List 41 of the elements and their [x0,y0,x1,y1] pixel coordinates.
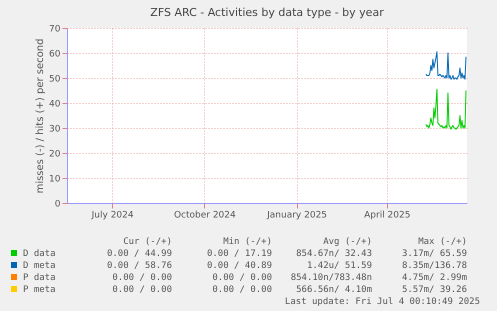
y-tick-label: 20 [49,150,61,160]
legend-label: P meta [23,285,56,295]
legend-label: D meta [23,261,56,271]
text: 0.00 / 0.00 [112,273,172,283]
text: Max (-/+) [418,237,467,247]
y-tick-label: 60 [49,50,61,60]
y-tick-label: 50 [49,74,61,84]
x-tick-label: January 2025 [266,210,328,220]
text: 566.56n/ 4.10m [296,285,372,295]
x-tick-label: July 2024 [90,210,134,220]
text: 0.00 / 58.76 [106,261,172,271]
text: 8.35m/136.78 [402,261,467,271]
text: Cur (-/+) [123,237,172,247]
text: 0.00 / 44.99 [106,249,172,259]
line-series [425,88,466,130]
y-tick-label: 10 [49,174,61,184]
text: 0.00 / 17.19 [206,249,272,259]
x-tick-label: October 2024 [174,210,236,220]
x-tick-label: April 2025 [364,210,410,220]
y-tick-label: 70 [49,24,61,34]
legend-label: D data [23,249,56,259]
text: Last update: Fri Jul 4 00:10:49 2025 [284,297,480,307]
text: 5.57m/ 39.26 [402,285,467,295]
text: 3.17m/ 65.59 [402,249,467,259]
text: 0.00 / 0.00 [112,285,172,295]
text: 854.67n/ 32.43 [296,249,372,259]
line-series [425,51,466,80]
text: 1.42u/ 51.59 [306,261,372,271]
text: Avg (-/+) [323,237,372,247]
text: 0.00 / 0.00 [212,273,272,283]
text: 854.10n/783.48n [290,273,372,283]
text: 0.00 / 40.89 [206,261,272,271]
text: 0.00 / 0.00 [212,285,272,295]
text: 4.75m/ 2.99m [402,273,467,283]
legend-label: P data [23,273,56,283]
y-axis-title: misses (-) / hits (+) per second [35,38,46,194]
y-tick-label: 40 [49,100,61,110]
y-tick-label: 0 [54,200,61,210]
text: Min (-/+) [223,237,272,247]
chart-title: ZFS ARC - Activities by data type - by year [150,6,384,19]
y-tick-label: 30 [49,124,61,134]
